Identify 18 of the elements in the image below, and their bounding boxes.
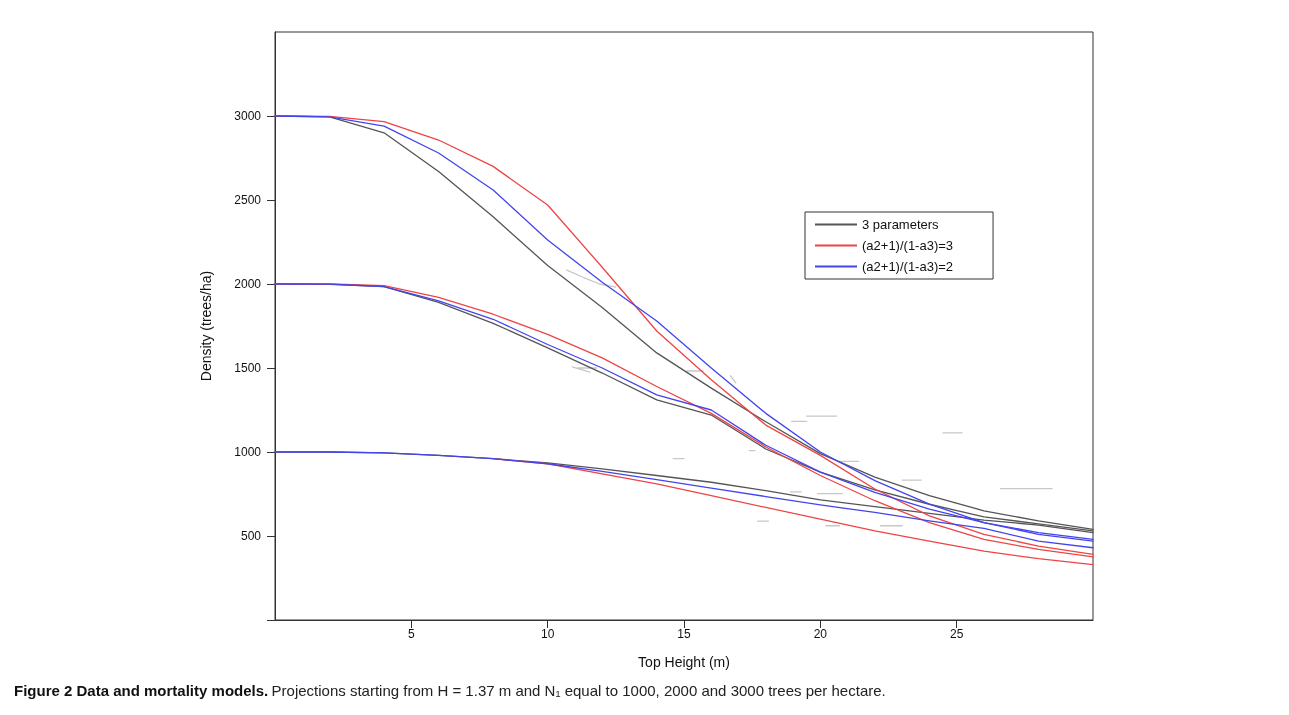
y-axis-title: Density (trees/ha) bbox=[198, 270, 214, 382]
caption: Figure 2 Data and mortality models. bbox=[14, 682, 269, 699]
y-tick-label: 3000 bbox=[234, 109, 262, 123]
y-tick-label: 1500 bbox=[234, 361, 262, 375]
x-tick-label: 5 bbox=[407, 627, 415, 641]
y-tick-label: 500 bbox=[240, 529, 262, 543]
y-tick-label: 2000 bbox=[234, 277, 262, 291]
x-tick-label: 15 bbox=[677, 627, 691, 641]
legend-label: 3 parameters bbox=[862, 217, 940, 232]
y-tick-label: 1000 bbox=[234, 445, 262, 459]
legend-label: (a2+1)/(1-a3)=2 bbox=[862, 259, 954, 274]
text: Projections starting from H = 1.37 m and N₁ equal to 1000, 2000 and 3000 trees per hectare. bbox=[271, 682, 886, 699]
y-tick-label: 2500 bbox=[234, 193, 262, 207]
x-axis-title: Top Height (m) bbox=[638, 654, 730, 670]
x-tick-label: 25 bbox=[949, 627, 964, 641]
x-tick-label: 10 bbox=[540, 627, 555, 641]
x-tick-label: 20 bbox=[813, 627, 828, 641]
legend-label: (a2+1)/(1-a3)=3 bbox=[862, 238, 954, 253]
